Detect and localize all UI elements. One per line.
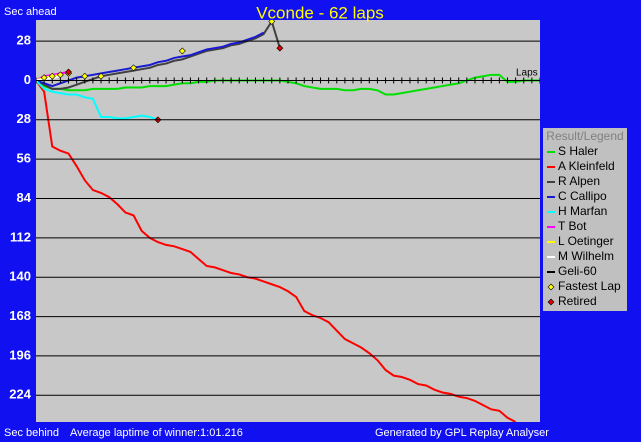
legend-swatch: [547, 298, 555, 306]
marker: [276, 44, 284, 52]
y-tick-label: 140: [9, 269, 31, 284]
legend-label: L Oetinger: [558, 234, 614, 248]
marker: [65, 68, 72, 76]
marker: [178, 47, 186, 55]
legend-label: R Alpen: [558, 174, 600, 188]
plot: [36, 20, 540, 422]
y-label-top: Sec ahead: [4, 6, 57, 18]
chart-title: Vconde - 62 laps: [256, 3, 384, 22]
series-line: [36, 20, 281, 90]
marker: [81, 72, 89, 80]
y-tick-label: 168: [9, 308, 31, 323]
y-tick-label: 84: [17, 190, 32, 205]
y-label-bottom: Sec behind: [4, 427, 59, 439]
marker: [268, 20, 276, 25]
legend-label: T Bot: [558, 219, 587, 233]
y-tick-label: 196: [9, 347, 31, 362]
legend-label: Retired: [558, 294, 597, 308]
series-line: [36, 31, 265, 88]
y-tick-label: 28: [17, 111, 31, 126]
footer-right: Generated by GPL Replay Analyser: [375, 427, 549, 439]
marker: [48, 72, 56, 80]
legend-swatch: [547, 283, 555, 291]
y-tick-label: 28: [17, 33, 31, 48]
marker: [130, 64, 137, 72]
y-tick-label: 224: [9, 387, 31, 402]
series-line: [36, 75, 61, 82]
footer-left: Average laptime of winner:1:01.216: [70, 427, 243, 439]
series-line: [36, 79, 517, 422]
series-line: [36, 79, 159, 121]
legend-label: Geli-60: [558, 264, 597, 278]
legend-label: M Wilhelm: [558, 249, 614, 263]
legend-label: H Marfan: [558, 204, 607, 218]
legend-label: Fastest Lap: [558, 279, 621, 293]
plot-area: [36, 20, 540, 422]
legend-label: A Kleinfeld: [558, 159, 615, 173]
y-tick-label: 112: [10, 229, 31, 244]
x-label: Laps: [516, 68, 538, 79]
legend-label: C Callipo: [558, 189, 607, 203]
marker: [56, 71, 64, 79]
marker: [97, 72, 105, 80]
y-tick-label: 0: [24, 72, 31, 87]
y-tick-label: 56: [17, 151, 31, 166]
legend-label: S Haler: [558, 144, 598, 158]
legend-box: [543, 128, 627, 311]
legend-title: Result/Legend: [546, 129, 623, 143]
